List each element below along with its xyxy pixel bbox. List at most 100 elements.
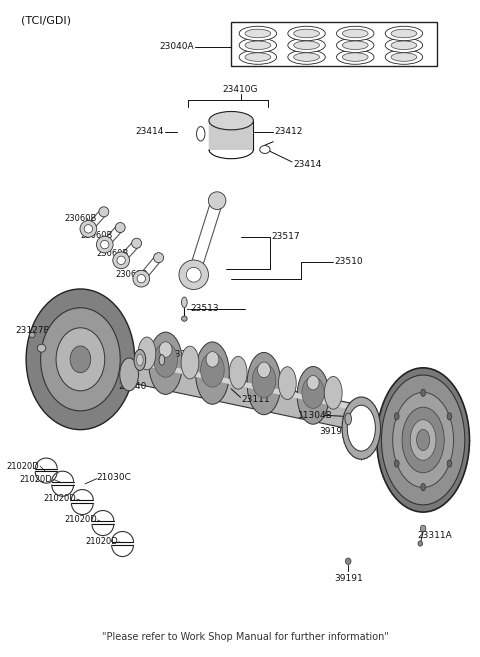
Ellipse shape (418, 541, 423, 546)
Ellipse shape (229, 356, 247, 389)
Ellipse shape (179, 260, 208, 290)
Ellipse shape (195, 342, 229, 404)
Ellipse shape (115, 223, 125, 233)
Ellipse shape (420, 525, 426, 532)
Ellipse shape (447, 460, 452, 467)
Text: 23200B: 23200B (415, 416, 449, 425)
Ellipse shape (26, 289, 135, 430)
Ellipse shape (101, 240, 109, 249)
Polygon shape (128, 356, 376, 435)
Ellipse shape (342, 53, 368, 61)
Ellipse shape (159, 355, 165, 365)
Ellipse shape (245, 53, 271, 61)
Text: 23414: 23414 (135, 127, 163, 136)
Text: 23060B: 23060B (116, 270, 148, 279)
Ellipse shape (336, 26, 374, 41)
Ellipse shape (385, 26, 423, 41)
Ellipse shape (117, 256, 125, 265)
Ellipse shape (196, 127, 205, 141)
Text: 23311A: 23311A (418, 530, 452, 539)
Ellipse shape (393, 392, 454, 487)
Ellipse shape (302, 376, 324, 409)
Ellipse shape (56, 328, 105, 391)
Ellipse shape (120, 358, 138, 391)
Ellipse shape (385, 50, 423, 64)
Text: 23414: 23414 (293, 160, 321, 169)
Ellipse shape (288, 50, 325, 64)
Ellipse shape (410, 420, 436, 461)
Ellipse shape (186, 267, 201, 282)
Ellipse shape (181, 346, 199, 379)
Polygon shape (128, 357, 376, 415)
Ellipse shape (278, 367, 296, 399)
Text: 21030C: 21030C (97, 473, 132, 482)
Text: 23127B: 23127B (16, 326, 50, 335)
Ellipse shape (288, 26, 325, 41)
Text: 23510: 23510 (334, 257, 363, 266)
Ellipse shape (154, 343, 178, 377)
Ellipse shape (342, 29, 368, 37)
Text: 21020D: 21020D (20, 475, 52, 484)
Text: 21020D: 21020D (43, 495, 76, 503)
Ellipse shape (134, 350, 146, 371)
Text: 21020D: 21020D (85, 537, 118, 546)
Ellipse shape (342, 41, 368, 49)
Text: 23060B: 23060B (64, 214, 96, 223)
Ellipse shape (84, 225, 93, 233)
Ellipse shape (391, 29, 417, 37)
Ellipse shape (239, 38, 276, 53)
Ellipse shape (201, 353, 224, 387)
Ellipse shape (206, 351, 219, 367)
Ellipse shape (29, 332, 35, 338)
Text: 23517: 23517 (271, 232, 300, 241)
Ellipse shape (149, 332, 182, 394)
Ellipse shape (252, 363, 276, 397)
Ellipse shape (239, 26, 276, 41)
Ellipse shape (247, 352, 281, 415)
Ellipse shape (258, 362, 270, 378)
Text: 21020D: 21020D (6, 462, 39, 470)
Ellipse shape (260, 146, 270, 154)
Ellipse shape (347, 405, 375, 451)
Ellipse shape (417, 430, 430, 451)
Text: (TCI/GDI): (TCI/GDI) (22, 15, 72, 25)
Ellipse shape (346, 558, 351, 564)
Ellipse shape (391, 53, 417, 61)
Text: 23125: 23125 (169, 350, 198, 359)
Bar (231, 22, 437, 66)
Text: 23040A: 23040A (159, 42, 194, 51)
Ellipse shape (99, 207, 109, 217)
Polygon shape (209, 121, 253, 150)
Ellipse shape (137, 275, 145, 283)
Ellipse shape (245, 41, 271, 49)
Ellipse shape (395, 460, 399, 467)
Ellipse shape (159, 342, 172, 357)
Text: 23120: 23120 (147, 349, 175, 358)
Text: 23513: 23513 (190, 304, 218, 313)
Ellipse shape (324, 376, 342, 409)
Ellipse shape (345, 413, 351, 425)
Ellipse shape (96, 237, 113, 253)
Ellipse shape (447, 413, 452, 420)
Ellipse shape (385, 38, 423, 53)
Ellipse shape (342, 397, 381, 459)
Ellipse shape (297, 367, 329, 424)
Ellipse shape (421, 389, 425, 396)
Ellipse shape (288, 38, 325, 53)
Text: 23060B: 23060B (97, 249, 129, 258)
Ellipse shape (137, 354, 143, 366)
Ellipse shape (402, 407, 444, 473)
Text: 23412: 23412 (274, 127, 302, 136)
Ellipse shape (377, 368, 469, 512)
Text: 11304B: 11304B (298, 411, 333, 420)
Ellipse shape (138, 337, 156, 370)
Ellipse shape (133, 270, 150, 287)
Ellipse shape (294, 41, 319, 49)
Ellipse shape (41, 307, 120, 411)
Ellipse shape (245, 29, 271, 37)
Text: 39191: 39191 (334, 574, 362, 583)
Ellipse shape (336, 38, 374, 53)
Ellipse shape (239, 50, 276, 64)
Ellipse shape (70, 346, 91, 373)
Text: 23124B: 23124B (63, 329, 98, 338)
